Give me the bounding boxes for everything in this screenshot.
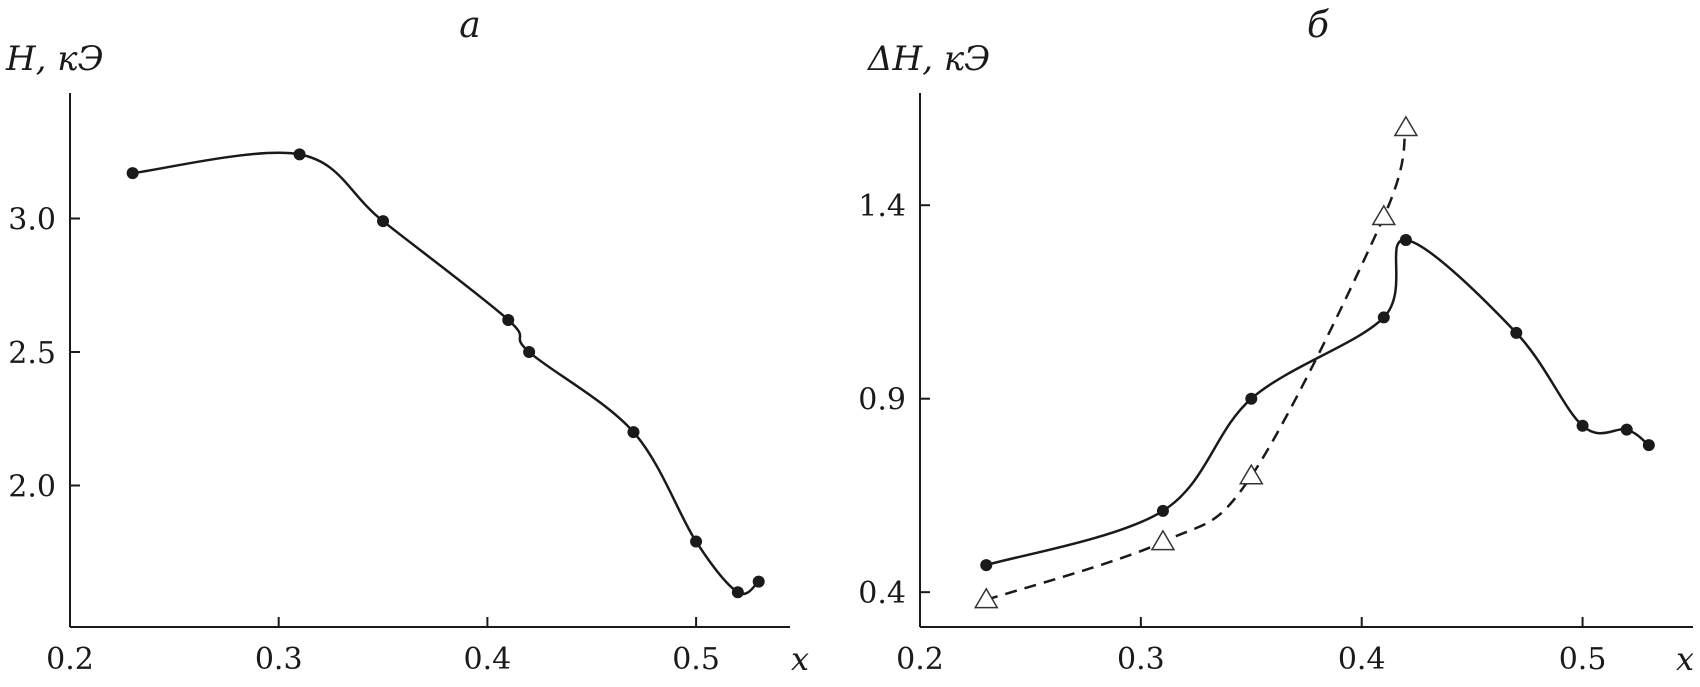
panel-a-y-axis-label-text: H, кЭ [5,39,104,79]
panel-a-dot-marker [377,215,390,228]
panel-b-dot-marker [1156,504,1169,517]
panel-a-x-tick-label: 0.5 [672,642,720,677]
panel-b-solid-curve [985,238,1650,567]
panel-a-x-tick-label: 0.4 [464,642,512,677]
panel-b-triangle-marker [1150,529,1176,551]
panel-b-triangle-marker [1371,204,1397,226]
panel-b-x-ticks: 0.2 0.3 0.4 0.5 [896,617,1606,677]
panel-b-triangle-marker [1238,463,1264,485]
panel-a-x-tick-label: 0.3 [255,642,303,677]
panel-a-x-axis-label: x [791,640,809,678]
panel-b-y-tick-label: 1.4 [858,189,906,224]
panel-a-series-markers [126,148,765,599]
panel-b-dashed-curve [985,127,1408,602]
panel-b-series-markers [973,115,1655,609]
panel-b-title: б [1307,5,1330,46]
panel-a-x-tick-label: 0.2 [46,642,94,677]
panel-b-triangle-marker [1393,115,1419,137]
panel-b-dot-marker [1576,419,1589,432]
panel-a-dot-marker [690,535,703,548]
panel-a-y-ticks: 2.0 2.5 3.0 [8,202,80,504]
panel-a-series-curve [132,151,760,596]
panel-b-x-tick-label: 0.3 [1117,642,1165,677]
panel-b-triangle-marker [973,587,999,609]
panel-b-dot-marker [980,559,993,572]
panel-a-y-tick-label: 2.5 [8,336,56,371]
panel-a-dot-marker [752,575,765,588]
panel-b-y-ticks: 0.4 0.9 1.4 [858,189,930,611]
panel-a-dot-marker [502,313,515,326]
panel-a-y-axis-label: H, кЭ [5,39,104,79]
panel-a-dot-marker [731,586,744,599]
panel-b-x-tick-label: 0.4 [1338,642,1386,677]
panel-b-y-tick-label: 0.9 [858,383,906,418]
panel-b: б ΔH, кЭ x 0.2 0.3 0.4 0.5 0.4 0.9 1.4 [858,5,1694,678]
panel-a-dot-marker [126,167,139,180]
panel-b-dot-marker [1399,234,1412,247]
panel-b-x-axis-label: x [1676,640,1694,678]
panel-b-dot-marker [1245,392,1258,405]
panel-a-dot-marker [627,426,640,439]
panel-b-y-axis-label-text: ΔH, кЭ [866,39,990,79]
panel-a-y-tick-label: 2.0 [8,469,56,504]
panel-a: а H, кЭ x 0.2 0.3 0.4 0.5 2.0 2.5 3.0 [5,5,809,678]
panel-b-x-tick-label: 0.2 [896,642,944,677]
panel-a-x-ticks: 0.2 0.3 0.4 0.5 [46,617,720,677]
panel-b-dot-marker [1642,439,1655,452]
panel-b-dot-marker [1510,326,1523,339]
panel-b-y-tick-label: 0.4 [858,576,906,611]
panel-a-y-tick-label: 3.0 [8,202,56,237]
panel-a-dot-marker [293,148,306,161]
panel-b-x-tick-label: 0.5 [1559,642,1607,677]
panel-a-dot-marker [523,345,536,358]
panel-b-dot-marker [1620,423,1633,436]
panel-a-title: а [459,5,480,46]
panel-b-dot-marker [1377,311,1390,324]
panel-b-y-axis-label: ΔH, кЭ [866,39,990,79]
